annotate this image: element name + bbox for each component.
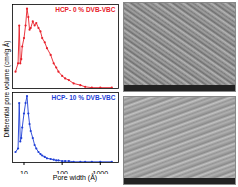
svg-text:1000: 1000 — [93, 170, 109, 174]
html-text:Differential pore volume (cm³/: Differential pore volume (cm³/g Å) — [3, 40, 10, 138]
svg-text:HCP- 0 % DVB-VBC: HCP- 0 % DVB-VBC — [55, 6, 116, 13]
svg-text:10: 10 — [20, 170, 28, 174]
html-text:Pore width (Å): Pore width (Å) — [52, 174, 98, 181]
svg-text:HCP- 10 % DVB-VBC: HCP- 10 % DVB-VBC — [52, 94, 116, 101]
svg-text:100: 100 — [56, 170, 68, 174]
